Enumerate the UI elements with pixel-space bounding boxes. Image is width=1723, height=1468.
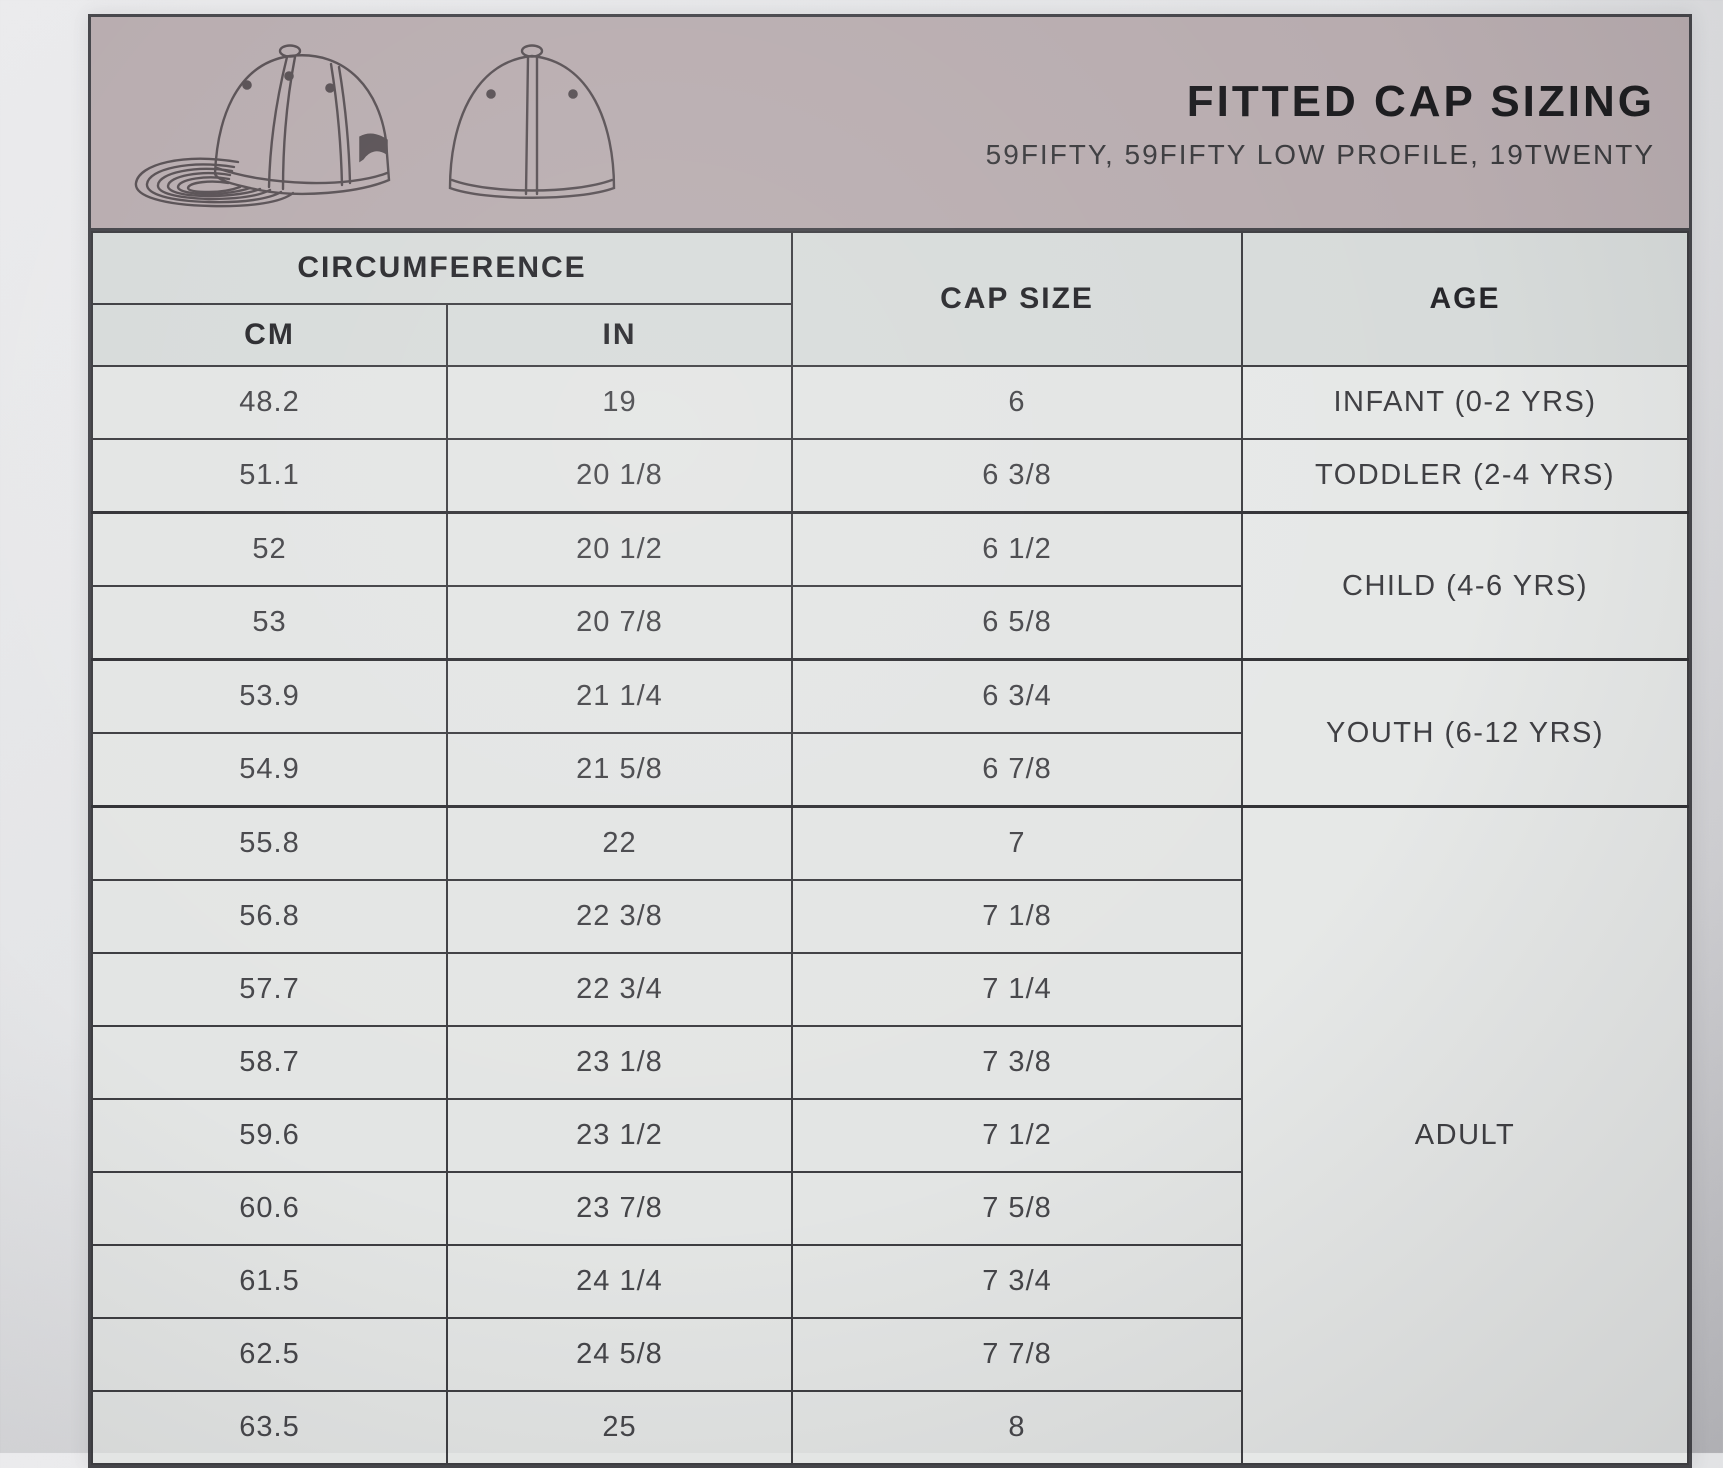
table-row: 53 20 7/8 6 5/8 [91,585,1688,661]
cell-cap-size: 7 3/8 [791,1025,1243,1100]
cell-cap-size: 8 [791,1390,1243,1465]
table-row: 51.1 20 1/8 6 3/8 TODDLER (2-4 YRS) [91,438,1689,514]
cell-in: 22 3/8 [446,879,793,954]
page-subtitle: 59FIFTY, 59FIFTY LOW PROFILE, 19TWENTY [985,139,1655,170]
cell-cm: 52 [91,511,448,587]
cell-in: 20 1/2 [446,511,793,587]
cap-illustrations [134,44,616,208]
column-header-circumference: CIRCUMFERENCE [91,231,793,305]
size-table-body: 48.2 19 6 INFANT (0-2 YRS) 51.1 20 1/8 6 3/8 TO… [91,365,1689,1465]
cell-in: 22 3/4 [446,952,793,1027]
table-row: 58.7 23 1/8 7 3/8 [91,1025,1688,1100]
cell-cap-size: 7 3/4 [791,1244,1243,1319]
cell-cap-size: 6 [791,365,1243,440]
cell-cap-size: 6 5/8 [791,585,1243,661]
cell-cap-size: 6 1/2 [791,511,1243,587]
cell-cap-size: 7 1/8 [791,879,1243,954]
table-row: 57.7 22 3/4 7 1/4 [91,952,1688,1027]
cell-cm: 55.8 [91,805,448,881]
sizing-chart-card: FITTED CAP SIZING 59FIFTY, 59FIFTY LOW P… [88,14,1692,1468]
cell-cm: 53 [91,585,448,661]
cell-cm: 57.7 [91,952,448,1027]
cell-cap-size: 7 1/2 [791,1098,1243,1173]
cell-cm: 51.1 [91,438,448,514]
cell-in: 23 1/8 [446,1025,793,1100]
table-row: 54.9 21 5/8 6 7/8 [91,732,1688,808]
cell-cm: 53.9 [91,658,448,734]
cell-in: 24 1/4 [446,1244,793,1319]
column-header-in: IN [446,303,793,367]
cell-in: 21 1/4 [446,658,793,734]
cell-cm: 62.5 [91,1317,448,1392]
cell-in: 21 5/8 [446,732,793,808]
cell-age-group: TODDLER (2-4 YRS) [1241,438,1689,514]
table-row: 52 20 1/2 6 1/2 CHILD (4-6 YRS) [91,511,1689,661]
table-row: 60.6 23 7/8 7 5/8 [91,1171,1688,1246]
cell-age-group: ADULT [1241,805,1689,1465]
cell-cm: 58.7 [91,1025,448,1100]
column-header-age: AGE [1241,231,1689,367]
table-row: 62.5 24 5/8 7 7/8 [91,1317,1688,1392]
column-header-cap-size: CAP SIZE [791,231,1243,367]
cell-age-group: CHILD (4-6 YRS) [1241,511,1689,661]
table-row: 55.8 22 7 ADULT [91,805,1689,1465]
cell-cap-size: 6 3/8 [791,438,1243,514]
cell-cm: 63.5 [91,1390,448,1465]
banner-titles: FITTED CAP SIZING 59FIFTY, 59FIFTY LOW P… [986,77,1655,171]
cell-cap-size: 6 3/4 [791,658,1243,734]
cell-in: 20 1/8 [446,438,793,514]
size-table: CIRCUMFERENCE CAP SIZE AGE CM IN 48.2 19 6… [91,231,1689,1465]
cell-cm: 59.6 [91,1098,448,1173]
cell-age-group: INFANT (0-2 YRS) [1241,365,1689,440]
table-row: 59.6 23 1/2 7 1/2 [91,1098,1688,1173]
cell-in: 23 7/8 [446,1171,793,1246]
flag-logo-icon [359,133,388,163]
cell-cm: 61.5 [91,1244,448,1319]
cell-cm: 48.2 [91,365,448,440]
cell-cap-size: 7 5/8 [791,1171,1243,1246]
fitted-cap-side-view-icon [134,44,391,208]
cell-cm: 54.9 [91,732,448,808]
page-title: FITTED CAP SIZING [1186,77,1655,126]
table-row: 48.2 19 6 INFANT (0-2 YRS) [91,365,1689,440]
cell-cap-size: 7 1/4 [791,952,1243,1027]
cell-cm: 60.6 [91,1171,448,1246]
table-row: 61.5 24 1/4 7 3/4 [91,1244,1688,1319]
column-header-cm: CM [91,303,448,367]
cell-cm: 56.8 [91,879,448,954]
table-row: 56.8 22 3/8 7 1/8 [91,879,1688,954]
banner: FITTED CAP SIZING 59FIFTY, 59FIFTY LOW P… [91,17,1689,231]
cell-cap-size: 6 7/8 [791,732,1243,808]
cell-in: 22 [446,805,793,881]
cell-cap-size: 7 [791,805,1243,881]
cell-in: 24 5/8 [446,1317,793,1392]
cell-cap-size: 7 7/8 [791,1317,1243,1392]
cell-in: 23 1/2 [446,1098,793,1173]
table-row: 53.9 21 1/4 6 3/4 YOUTH (6-12 YRS) [91,658,1689,808]
size-table-header: CIRCUMFERENCE CAP SIZE AGE CM IN [91,231,1689,367]
fitted-cap-back-view-icon [448,44,616,199]
cell-in: 19 [446,365,793,440]
cell-in: 20 7/8 [446,585,793,661]
cell-age-group: YOUTH (6-12 YRS) [1241,658,1689,808]
cell-in: 25 [446,1390,793,1465]
